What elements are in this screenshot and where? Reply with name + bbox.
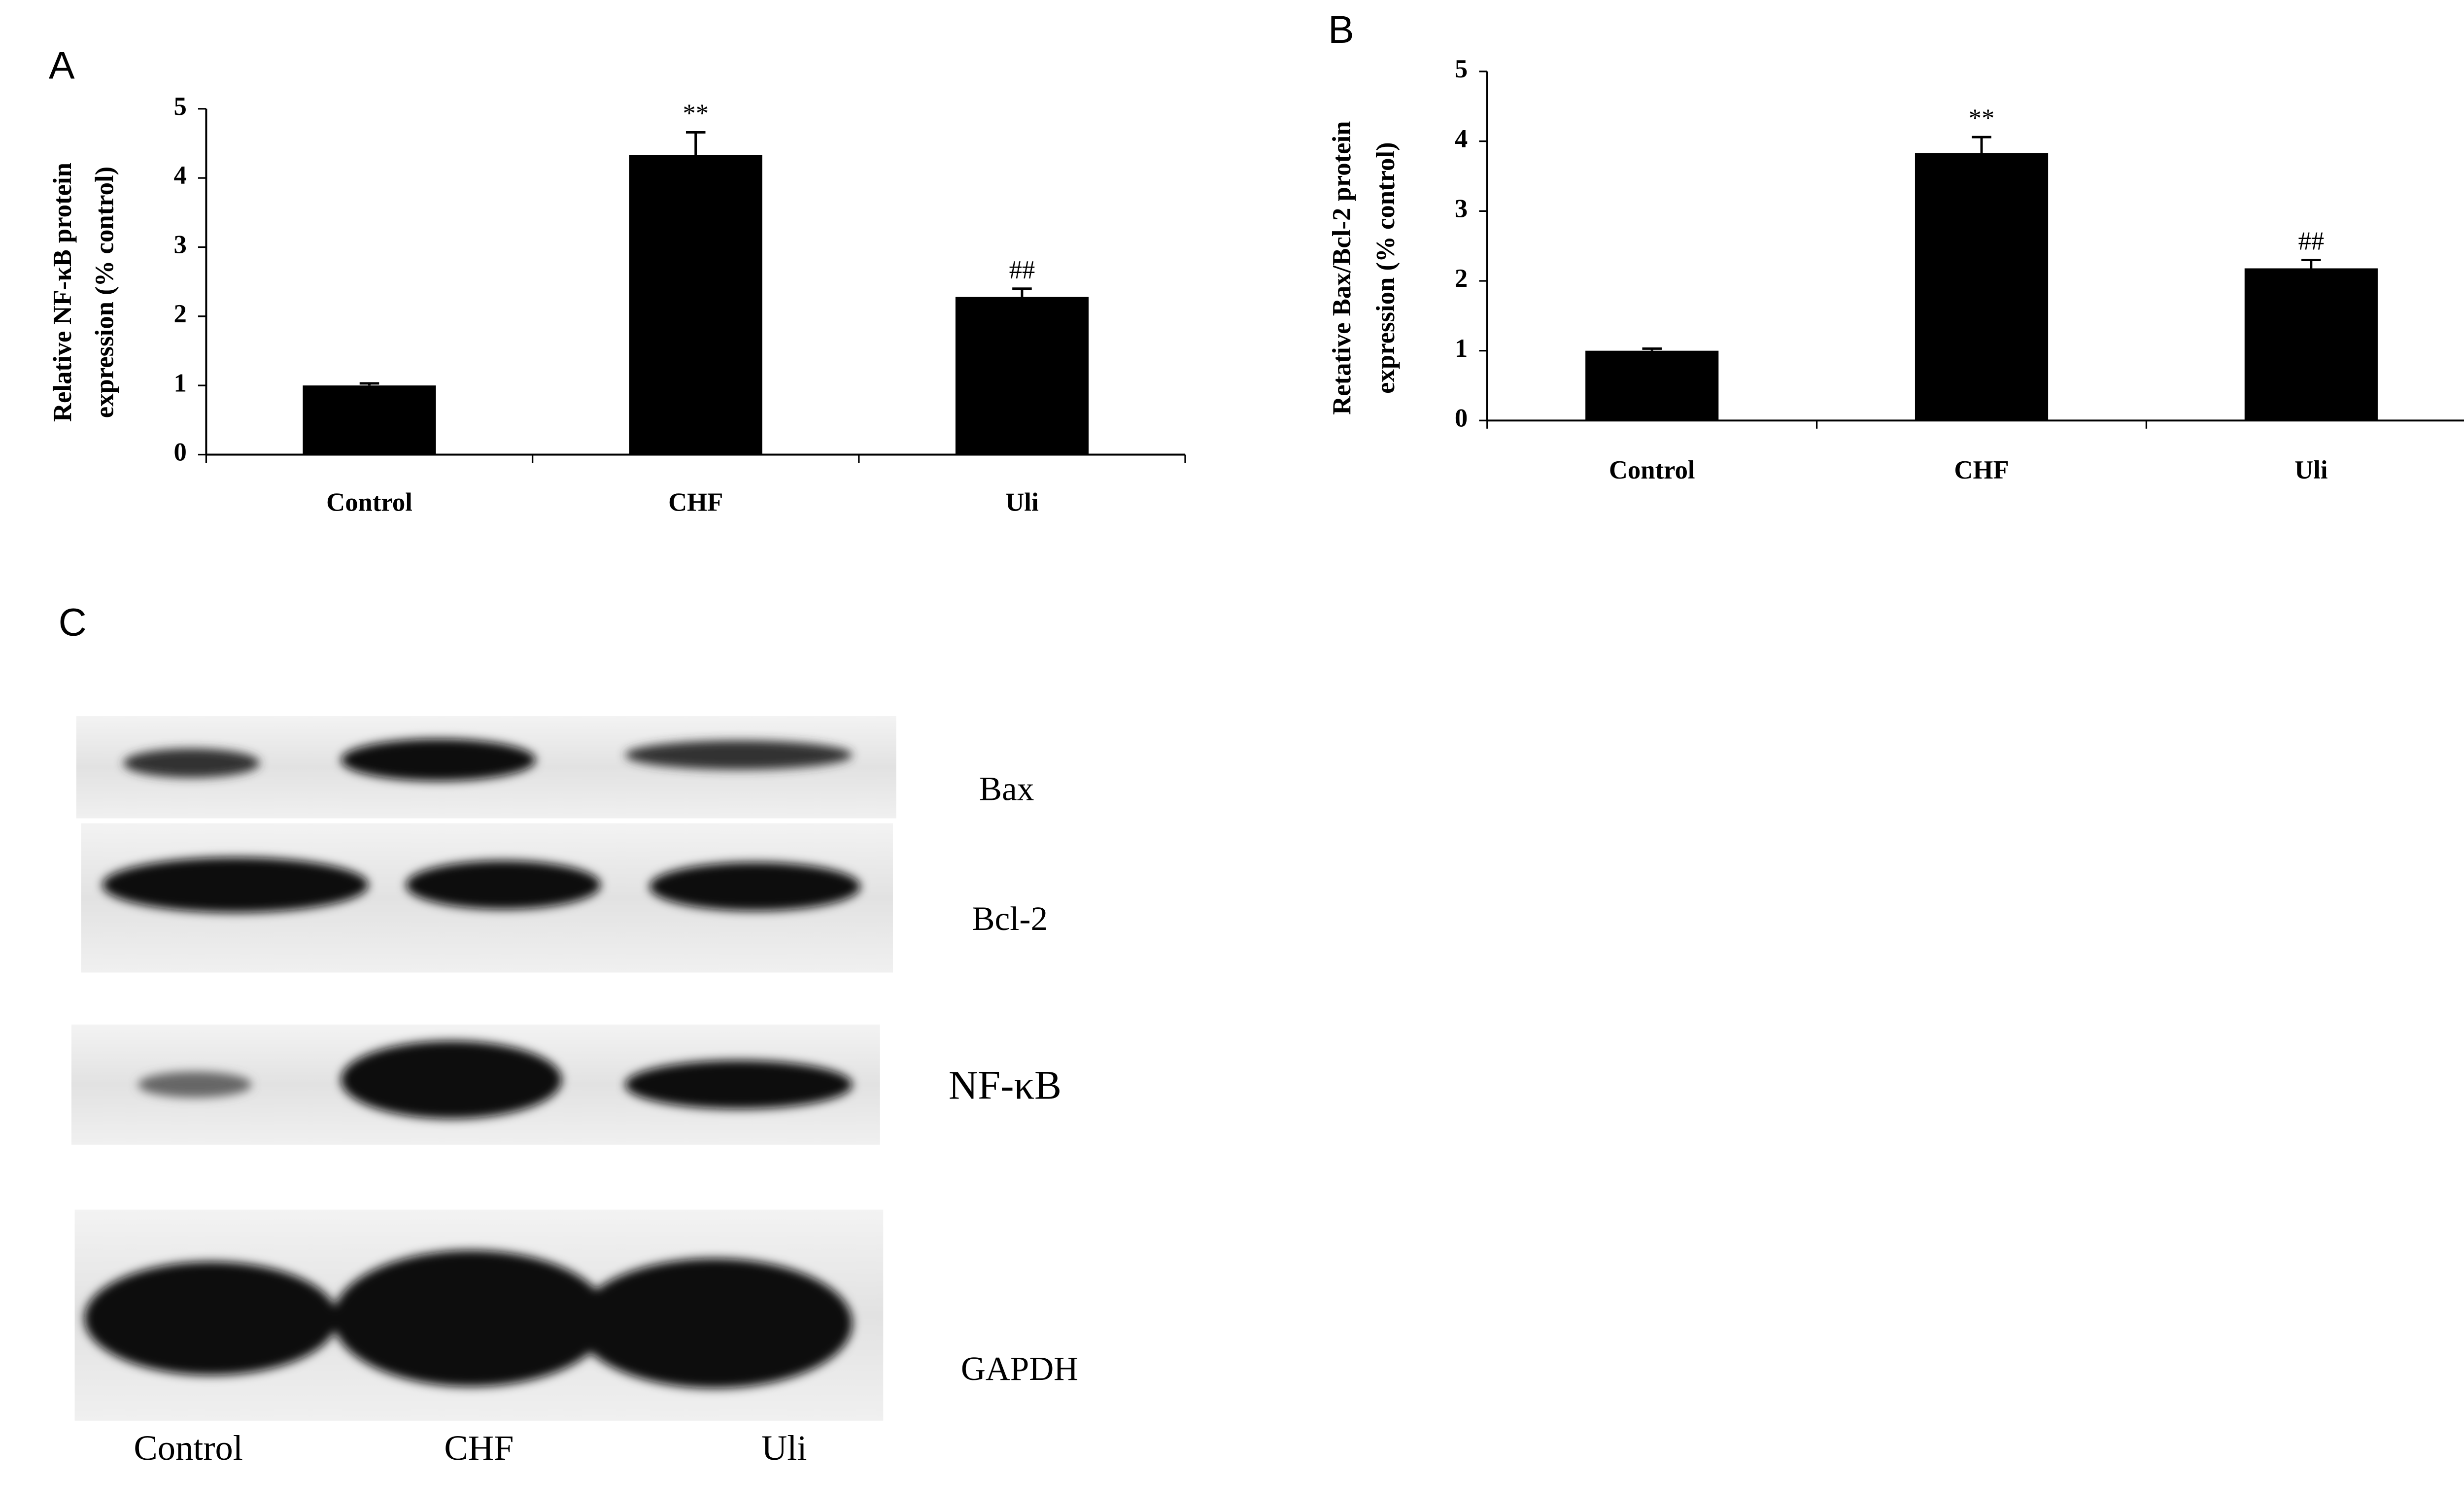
bar (1915, 153, 2049, 421)
y-tick-label: 4 (174, 161, 187, 190)
band-label: Bax (979, 770, 1034, 808)
y-axis-label: expression (% control) (91, 167, 119, 418)
y-tick-label: 0 (1455, 404, 1468, 432)
y-tick-label: 3 (1455, 194, 1468, 223)
panel-label: B (1328, 7, 1354, 51)
y-tick-label: 5 (1455, 55, 1468, 83)
annotation: ## (2298, 227, 2324, 256)
panel-label: A (49, 43, 75, 87)
y-tick-label: 2 (1455, 264, 1468, 293)
y-axis-label: Relative NF-κB protein (48, 163, 77, 422)
lane-label: CHF (444, 1428, 513, 1468)
band-label: GAPDH (961, 1349, 1078, 1387)
panel-label: C (59, 600, 87, 644)
x-tick-label: Uli (1005, 488, 1038, 517)
x-tick-label: Control (326, 488, 412, 517)
lane-label: Uli (761, 1428, 807, 1468)
y-tick-label: 5 (174, 92, 187, 121)
bar (629, 155, 762, 455)
y-tick-label: 0 (174, 438, 187, 467)
error-bar (685, 131, 706, 155)
blot-image (71, 716, 896, 1421)
bar (1585, 350, 1719, 421)
y-tick-label: 3 (174, 231, 187, 259)
error-bar (1012, 287, 1032, 297)
x-tick-label: Control (1609, 456, 1695, 484)
bar (303, 385, 436, 455)
annotation: ** (1969, 104, 1995, 133)
band-label: NF-κB (949, 1063, 1061, 1108)
band-label: Bcl-2 (972, 899, 1048, 937)
error-bar (359, 382, 379, 386)
error-bar (2301, 259, 2321, 269)
x-tick-label: CHF (668, 488, 723, 517)
error-bar (1642, 347, 1662, 351)
y-tick-label: 2 (174, 300, 187, 328)
annotation: ## (1009, 256, 1035, 284)
annotation: ** (683, 100, 709, 128)
bar (2244, 268, 2378, 421)
y-axis-label: expression (% control) (1371, 142, 1400, 393)
error-bar (1972, 136, 1991, 153)
y-tick-label: 4 (1455, 125, 1468, 153)
y-axis-label: Retative Bax/Bcl-2 protein (1328, 121, 1356, 415)
lane-label: Control (134, 1428, 242, 1468)
y-tick-label: 1 (1455, 334, 1468, 363)
x-tick-label: CHF (1954, 456, 2009, 484)
x-tick-label: Uli (2294, 456, 2327, 484)
bar (955, 297, 1089, 455)
y-tick-label: 1 (174, 369, 187, 397)
